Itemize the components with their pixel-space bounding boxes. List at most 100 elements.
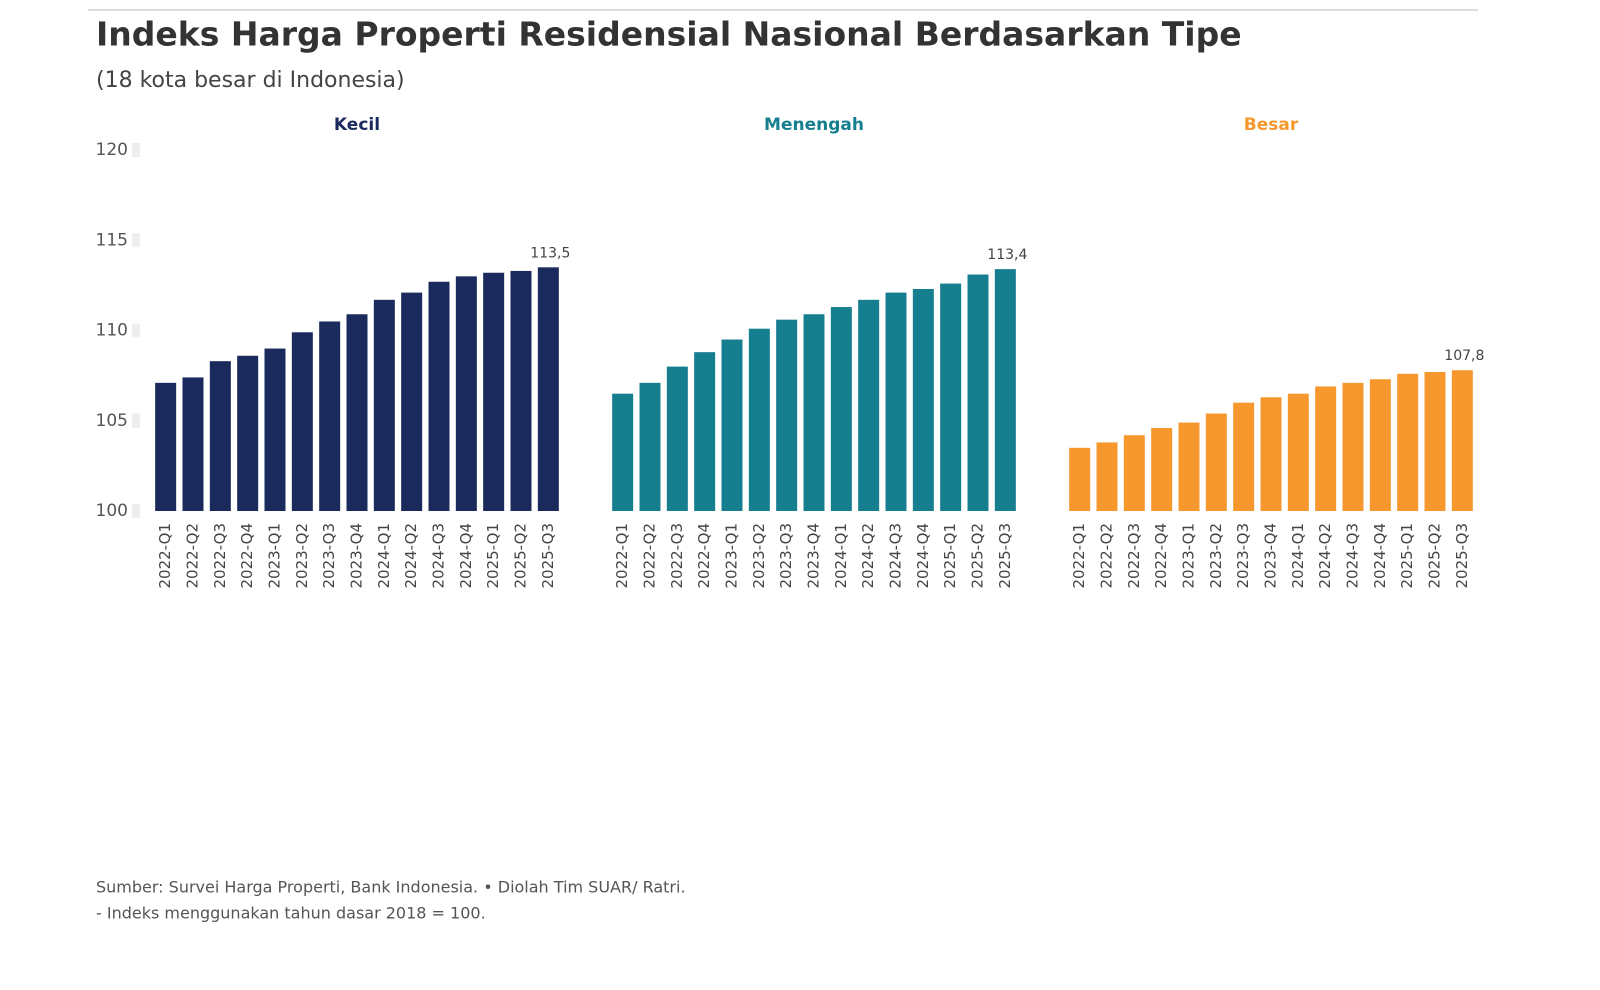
x-tick-label: 2025-Q1 [941,523,959,589]
panel-title: Menengah [764,115,864,135]
bar [612,393,634,511]
bar [1233,402,1255,511]
bar [1451,370,1473,511]
bar [666,366,688,511]
y-tick-mark [132,143,140,157]
x-tick-label: 2025-Q3 [539,523,557,589]
bar [237,355,259,511]
x-tick-label: 2023-Q1 [723,523,741,589]
bar [1369,379,1391,511]
value-label: 113,4 [987,247,1027,263]
y-tick-mark [132,323,140,338]
x-tick-label: 2022-Q2 [184,523,202,589]
bar [1287,393,1309,511]
x-tick-label: 2024-Q2 [1316,523,1334,589]
x-tick-label: 2023-Q2 [1207,523,1225,589]
y-tick-label: 110 [96,321,128,341]
x-tick-label: 2024-Q1 [1289,523,1307,589]
x-tick-label: 2024-Q4 [914,523,932,589]
bar [182,377,204,511]
bar [455,276,477,511]
y-tick-label: 120 [96,140,128,160]
x-tick-label: 2022-Q3 [211,523,229,589]
bar [1151,427,1173,511]
bar [721,339,743,511]
x-tick-label: 2022-Q2 [641,523,659,589]
bar [401,292,423,511]
x-tick-label: 2023-Q1 [1180,523,1198,589]
bar [1123,435,1145,511]
bar [1205,413,1227,511]
x-tick-label: 2023-Q2 [293,523,311,589]
y-tick-mark [132,504,140,518]
bar [776,319,798,511]
bar [264,348,286,511]
x-tick-label: 2022-Q1 [156,523,174,589]
bar [858,299,880,511]
bar [155,382,177,511]
bar [1178,422,1200,511]
x-tick-label: 2025-Q3 [1453,523,1471,589]
x-tick-label: 2024-Q3 [1344,523,1362,589]
x-tick-label: 2025-Q1 [484,523,502,589]
x-tick-label: 2022-Q1 [1070,523,1088,589]
x-tick-label: 2024-Q3 [430,523,448,589]
panel-title: Besar [1244,115,1299,135]
bar [940,283,962,511]
x-tick-label: 2024-Q1 [832,523,850,589]
bar [428,281,450,511]
bar [291,332,313,511]
x-tick-label: 2022-Q1 [613,523,631,589]
bar [694,352,716,511]
bar [803,314,825,511]
y-tick-label: 115 [96,230,128,250]
x-tick-label: 2023-Q4 [348,523,366,589]
x-tick-label: 2022-Q3 [668,523,686,589]
bar [1260,397,1282,511]
bar [1096,442,1118,511]
x-tick-label: 2022-Q4 [695,523,713,589]
y-tick-label: 105 [96,411,128,431]
y-tick-label: 100 [96,501,128,521]
bar [885,292,907,511]
x-tick-label: 2023-Q3 [320,523,338,589]
value-label: 113,5 [530,245,570,261]
y-tick-mark [132,413,140,428]
bar [319,321,341,511]
bar [639,382,661,511]
bar [1342,382,1364,511]
bar [748,328,770,511]
x-tick-label: 2023-Q2 [750,523,768,589]
x-tick-label: 2023-Q4 [1262,523,1280,589]
bar [1315,386,1337,511]
x-tick-label: 2025-Q2 [1426,523,1444,589]
x-tick-label: 2024-Q2 [402,523,420,589]
x-tick-label: 2025-Q1 [1398,523,1416,589]
bar [483,272,505,511]
value-label: 107,8 [1444,348,1484,364]
bar [1069,447,1091,511]
bar [209,361,231,511]
x-tick-label: 2025-Q2 [512,523,530,589]
bar [537,267,559,511]
panel-title: Kecil [334,115,380,135]
bar [994,269,1016,511]
chart-subtitle: (18 kota besar di Indonesia) [96,68,405,93]
x-tick-label: 2022-Q4 [1152,523,1170,589]
source-note: Sumber: Survei Harga Properti, Bank Indo… [96,878,686,897]
x-tick-label: 2022-Q2 [1098,523,1116,589]
x-tick-label: 2023-Q1 [266,523,284,589]
x-tick-label: 2023-Q3 [1234,523,1252,589]
x-tick-label: 2022-Q4 [238,523,256,589]
x-tick-label: 2025-Q3 [996,523,1014,589]
x-tick-label: 2022-Q3 [1125,523,1143,589]
x-tick-label: 2024-Q4 [457,523,475,589]
x-tick-label: 2024-Q1 [375,523,393,589]
bar [1397,373,1419,511]
bar [373,299,395,511]
bar [346,314,368,511]
bar [912,288,934,511]
x-tick-label: 2024-Q2 [859,523,877,589]
